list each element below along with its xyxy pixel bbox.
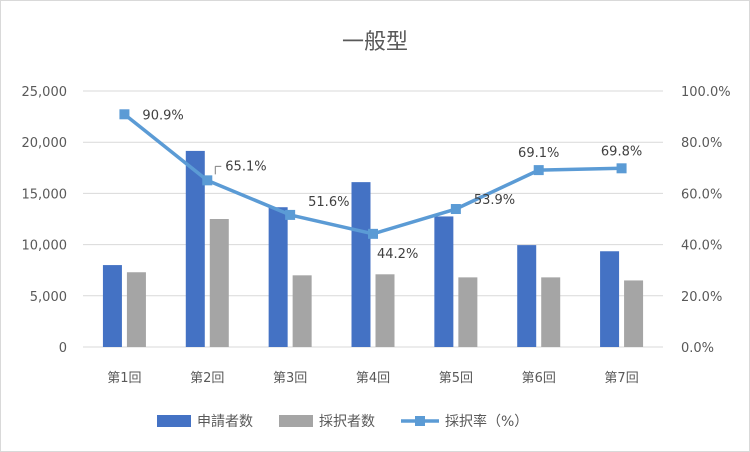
right-axis-ticks: 0.0% 20.0% 40.0% 60.0% 80.0% 100.0% bbox=[681, 85, 731, 356]
x-tick-label: 第3回 bbox=[273, 371, 307, 386]
bar bbox=[185, 150, 205, 347]
bar bbox=[434, 216, 454, 347]
data-label: 69.1% bbox=[518, 146, 559, 161]
left-tick-label: 25,000 bbox=[22, 85, 68, 100]
left-tick-label: 5,000 bbox=[30, 290, 67, 305]
x-axis-ticks: 第1回 第2回 第3回 第4回 第5回 第6回 第7回 bbox=[107, 371, 638, 386]
bar bbox=[102, 265, 122, 347]
bar bbox=[292, 275, 312, 347]
bar bbox=[209, 219, 229, 347]
legend-swatch bbox=[157, 415, 191, 427]
data-label: 69.8% bbox=[601, 144, 642, 159]
x-tick-label: 第4回 bbox=[356, 371, 390, 386]
data-label: 51.6% bbox=[308, 195, 349, 210]
line-marker bbox=[285, 209, 296, 220]
x-tick-label: 第7回 bbox=[604, 371, 638, 386]
bar bbox=[126, 272, 146, 347]
right-tick-label: 0.0% bbox=[681, 341, 714, 356]
line-marker bbox=[616, 163, 627, 174]
line-marker bbox=[533, 165, 544, 176]
legend-marker bbox=[415, 416, 425, 426]
left-tick-label: 0 bbox=[59, 341, 67, 356]
right-tick-label: 100.0% bbox=[681, 85, 731, 100]
data-label: 53.9% bbox=[474, 193, 515, 208]
left-axis-ticks: 0 5,000 10,000 15,000 20,000 25,000 bbox=[22, 85, 68, 356]
line-marker bbox=[202, 175, 213, 186]
x-tick-label: 第2回 bbox=[190, 371, 224, 386]
line-marker bbox=[450, 204, 461, 215]
legend: 申請者数 採択者数 採択率（%） bbox=[157, 413, 528, 430]
bar bbox=[268, 207, 288, 347]
right-tick-label: 60.0% bbox=[681, 187, 722, 202]
right-tick-label: 20.0% bbox=[681, 290, 722, 305]
right-tick-label: 40.0% bbox=[681, 239, 722, 254]
bar bbox=[517, 245, 537, 347]
data-label: 90.9% bbox=[142, 108, 183, 123]
bar bbox=[541, 277, 561, 347]
gridlines bbox=[83, 90, 663, 348]
legend-label: 申請者数 bbox=[197, 414, 253, 430]
bar bbox=[600, 251, 620, 347]
data-labels: 90.9% 65.1% 51.6% 44.2% 53.9% 69.1% 69.8% bbox=[142, 108, 642, 262]
right-tick-label: 80.0% bbox=[681, 136, 722, 151]
chart-title: 一般型 bbox=[342, 30, 408, 55]
bar-series bbox=[102, 150, 644, 347]
x-tick-label: 第1回 bbox=[107, 371, 141, 386]
bar bbox=[351, 182, 371, 347]
line-series bbox=[119, 109, 627, 239]
line-marker bbox=[368, 228, 378, 239]
data-label: 44.2% bbox=[377, 247, 418, 262]
left-tick-label: 15,000 bbox=[22, 187, 68, 202]
bar bbox=[624, 280, 644, 347]
x-tick-label: 第5回 bbox=[439, 371, 473, 386]
legend-label: 採択率（%） bbox=[445, 413, 528, 430]
left-tick-label: 10,000 bbox=[22, 239, 68, 254]
bar bbox=[375, 274, 395, 347]
left-tick-label: 20,000 bbox=[22, 136, 68, 151]
x-tick-label: 第6回 bbox=[522, 371, 556, 386]
line-marker bbox=[119, 109, 130, 120]
legend-label: 採択者数 bbox=[319, 414, 375, 430]
data-label: 65.1% bbox=[225, 159, 266, 174]
legend-swatch bbox=[279, 415, 313, 427]
bar bbox=[458, 277, 478, 347]
